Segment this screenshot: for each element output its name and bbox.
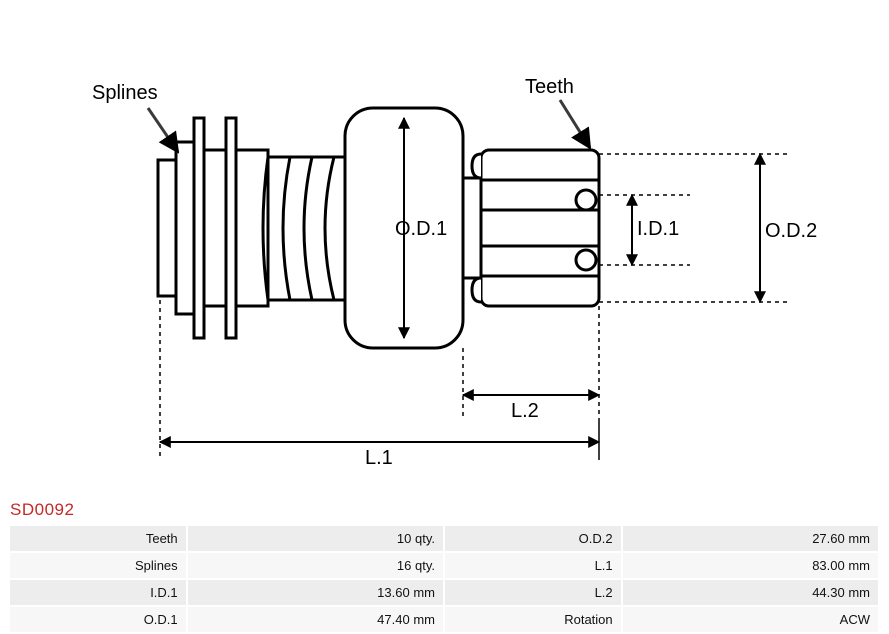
part-number: SD0092 [10, 500, 74, 520]
od2-label: O.D.2 [765, 220, 817, 243]
technical-diagram: Splines Teeth O.D.1 I.D.1 O.D.2 L.2 L.1 [0, 0, 889, 490]
table-row: Splines 16 qty. L.1 83.00 mm [10, 553, 878, 578]
id1-label: I.D.1 [637, 218, 679, 241]
spec-label: L.2 [445, 580, 621, 605]
table-row: O.D.1 47.40 mm Rotation ACW [10, 607, 878, 632]
spec-value: 10 qty. [188, 526, 443, 551]
table-row: Teeth 10 qty. O.D.2 27.60 mm [10, 526, 878, 551]
spec-value: 16 qty. [188, 553, 443, 578]
spec-label: I.D.1 [10, 580, 186, 605]
spec-label: Splines [10, 553, 186, 578]
spec-value: 44.30 mm [623, 580, 878, 605]
spec-value: 13.60 mm [188, 580, 443, 605]
l2-label: L.2 [511, 400, 539, 423]
spec-value: 83.00 mm [623, 553, 878, 578]
spec-table: Teeth 10 qty. O.D.2 27.60 mm Splines 16 … [8, 524, 880, 634]
l1-label: L.1 [365, 447, 393, 470]
diagram-svg [0, 0, 889, 490]
spec-label: Teeth [10, 526, 186, 551]
spec-value: ACW [623, 607, 878, 632]
spec-value: 47.40 mm [188, 607, 443, 632]
table-row: I.D.1 13.60 mm L.2 44.30 mm [10, 580, 878, 605]
spec-label: Rotation [445, 607, 621, 632]
spec-value: 27.60 mm [623, 526, 878, 551]
od1-label: O.D.1 [395, 218, 447, 241]
splines-label: Splines [92, 82, 158, 105]
teeth-label: Teeth [525, 76, 574, 99]
spec-label: O.D.2 [445, 526, 621, 551]
spec-label: O.D.1 [10, 607, 186, 632]
spec-label: L.1 [445, 553, 621, 578]
